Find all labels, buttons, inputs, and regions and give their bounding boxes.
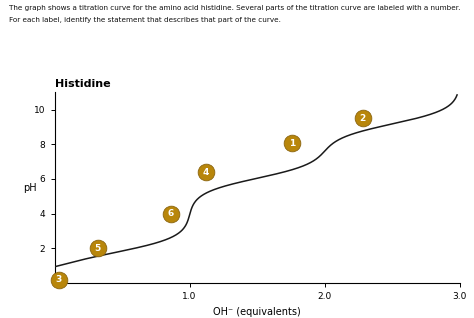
Text: Histidine: Histidine <box>55 79 110 89</box>
Text: 1: 1 <box>289 139 295 148</box>
Text: 3: 3 <box>55 275 62 284</box>
Text: 5: 5 <box>95 244 101 253</box>
Y-axis label: pH: pH <box>23 183 37 193</box>
Text: The graph shows a titration curve for the amino acid histidine. Several parts of: The graph shows a titration curve for th… <box>9 5 461 11</box>
Text: 2: 2 <box>359 114 365 123</box>
Text: 4: 4 <box>202 168 209 176</box>
Text: For each label, identify the statement that describes that part of the curve.: For each label, identify the statement t… <box>9 17 282 24</box>
X-axis label: OH⁻ (equivalents): OH⁻ (equivalents) <box>213 307 301 317</box>
Text: 6: 6 <box>168 209 174 218</box>
